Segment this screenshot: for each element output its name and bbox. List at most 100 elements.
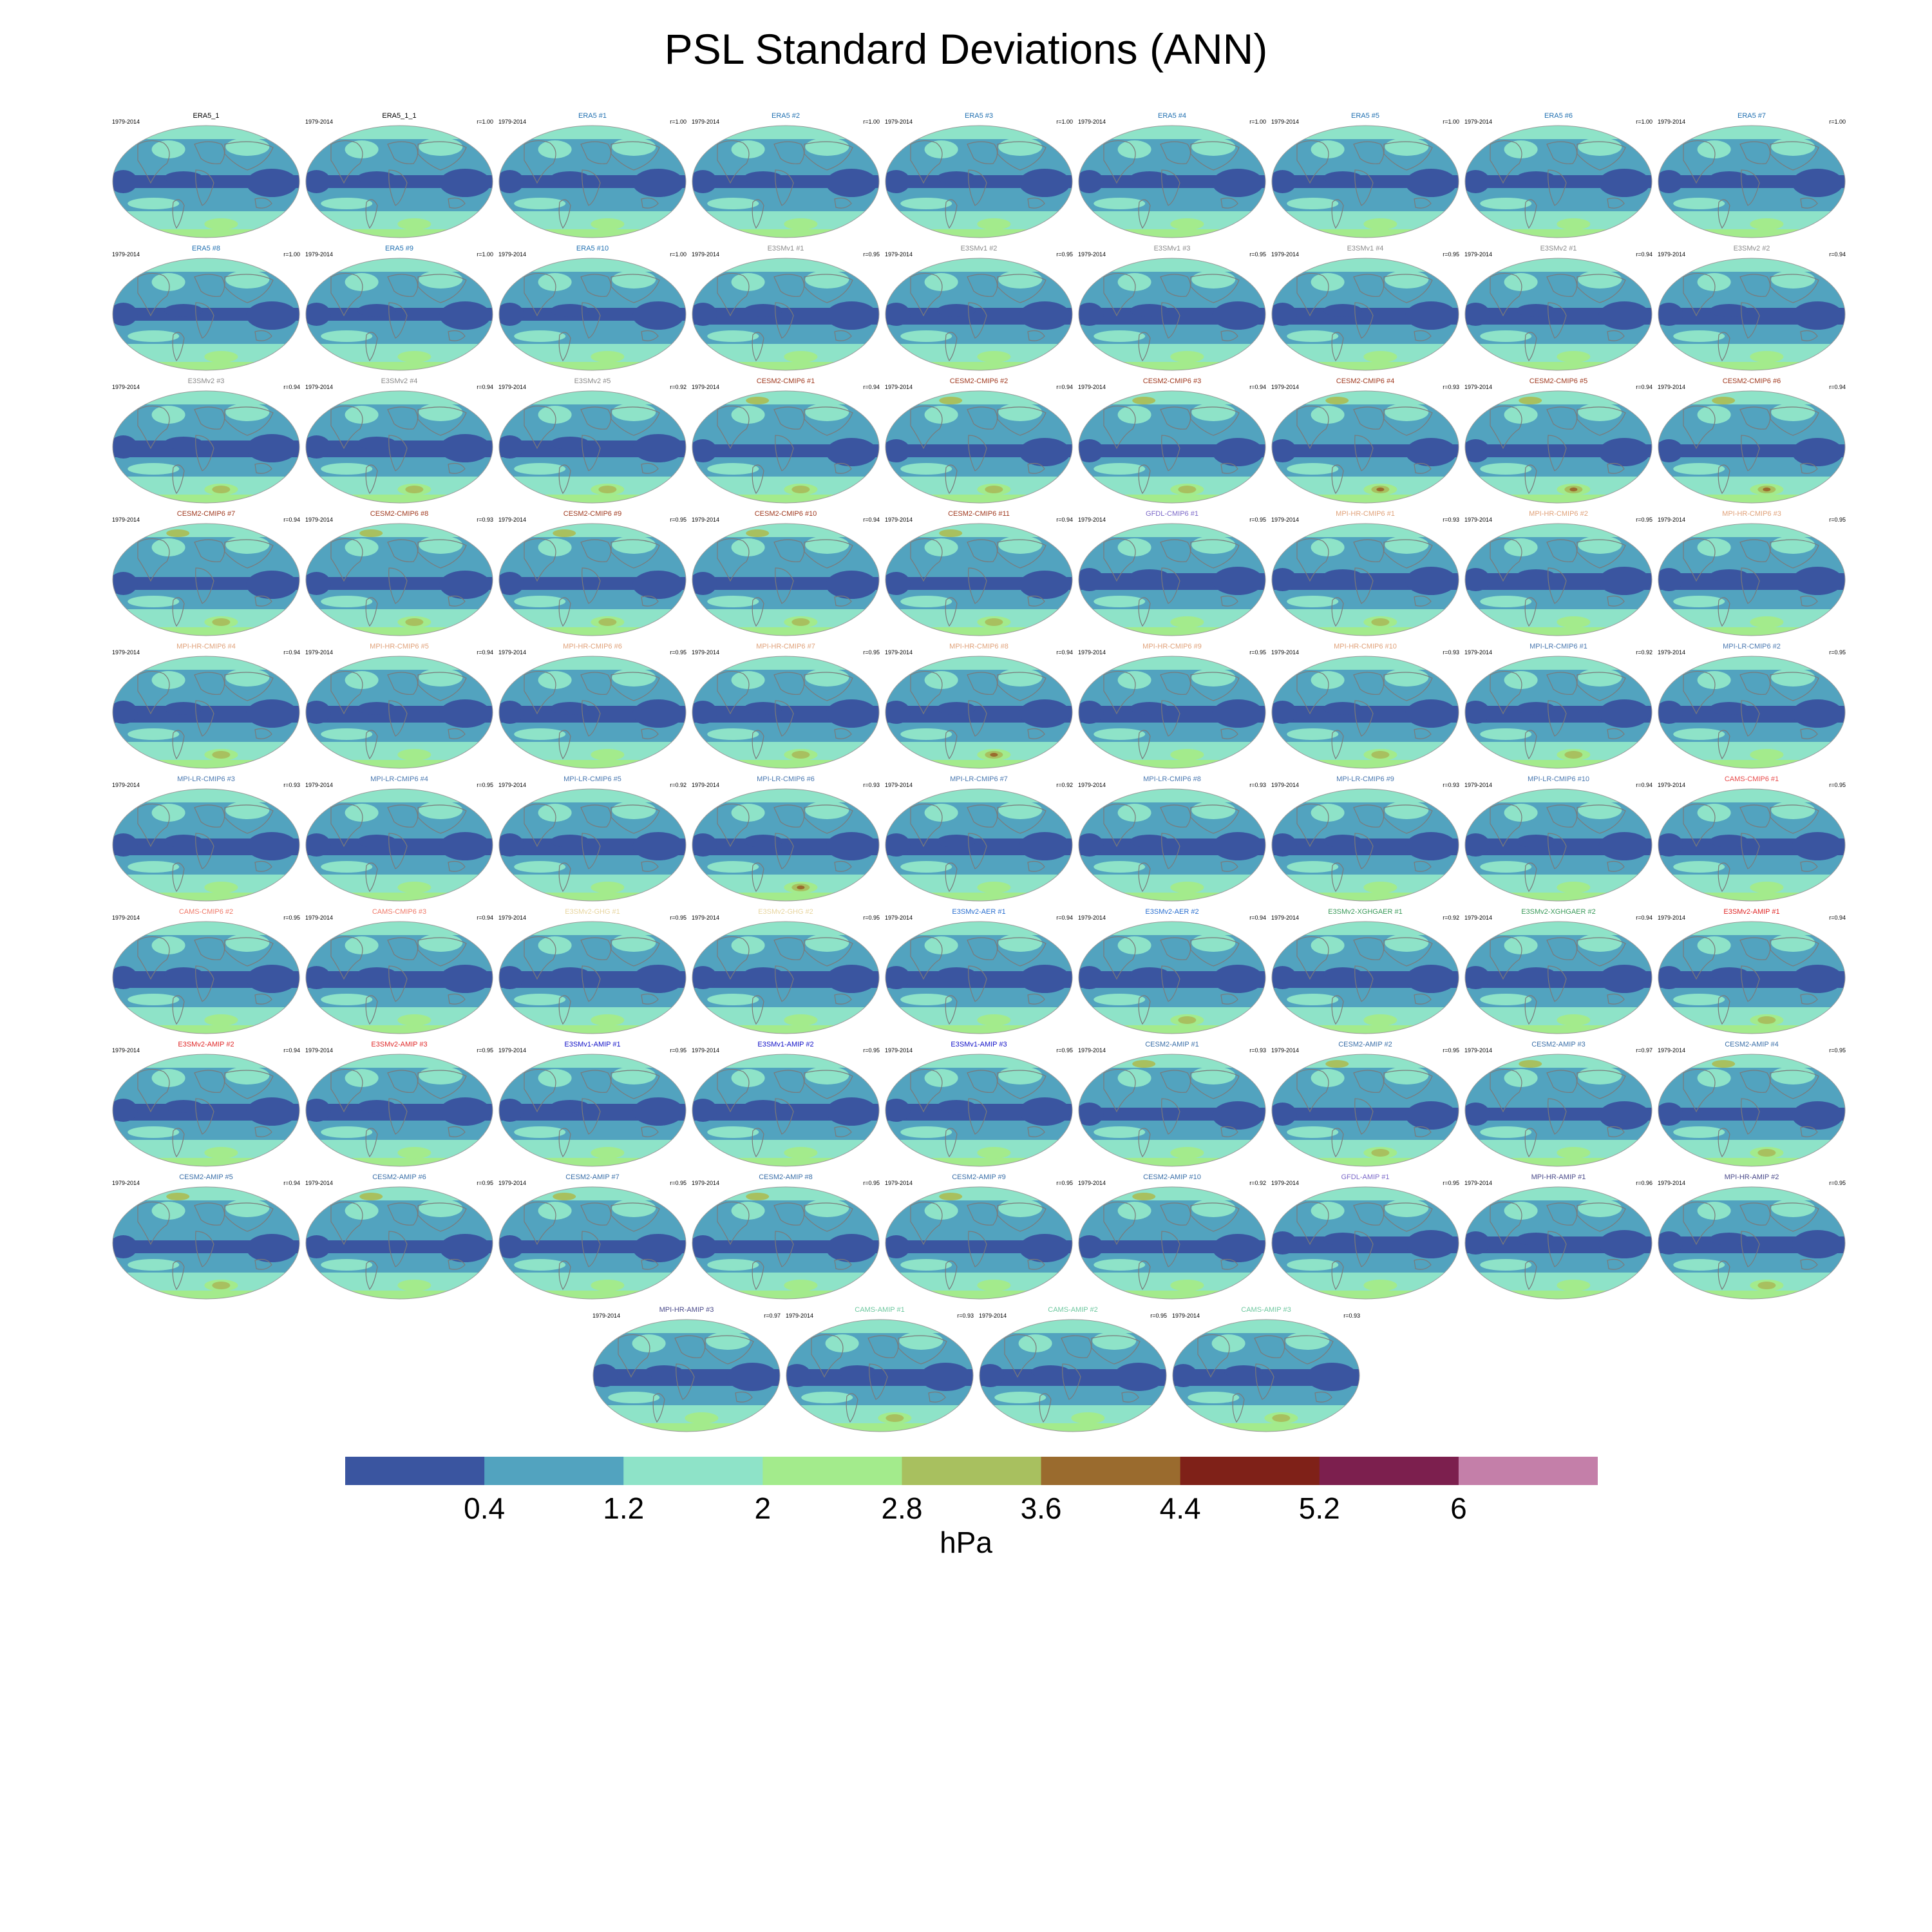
indian-ocean-low [1130, 835, 1169, 848]
southern-maximum-core [791, 618, 810, 626]
coastline [1220, 728, 1238, 739]
coastline [194, 672, 225, 695]
coastline [1383, 141, 1433, 171]
panel-period: 1979-2014 [1271, 384, 1300, 390]
southern-maximum [591, 882, 625, 893]
north-pacific-storm-track [1771, 801, 1815, 819]
indian-ocean-low [164, 171, 203, 184]
north-pacific-storm-track [1578, 668, 1622, 687]
northern-band [306, 1187, 493, 1200]
coastline [254, 860, 272, 872]
north-pacific-storm-track [225, 138, 270, 156]
panel-title: GFDL-CMIP6 #1 [1146, 510, 1198, 518]
panel-pattern-correlation: r=1.00 [670, 251, 687, 258]
map-outline [1464, 1186, 1653, 1300]
panel-period: 1979-2014 [1658, 1047, 1686, 1054]
panel-period: 1979-2014 [305, 914, 334, 921]
northern-band [1079, 524, 1265, 537]
southern-storm-track [1480, 1126, 1532, 1138]
coastline [846, 1393, 858, 1423]
map-outline [1658, 258, 1846, 371]
map-outline [1658, 125, 1846, 238]
southern-maximum [1363, 1280, 1397, 1291]
coastline [834, 728, 852, 739]
coastline [1160, 804, 1191, 828]
southern-maximum [397, 749, 431, 761]
map-outline [885, 1186, 1073, 1300]
coastline [387, 274, 419, 297]
southern-storm-track [900, 198, 952, 209]
panel-title: E3SMv2 #5 [574, 377, 611, 385]
southern-storm-track [321, 463, 373, 475]
psl-stddev-map [498, 1186, 687, 1300]
coastline [1190, 539, 1240, 569]
panel-period: 1979-2014 [498, 1180, 527, 1186]
panel-period: 1979-2014 [885, 782, 913, 788]
psl-stddev-map [692, 523, 880, 636]
indian-ocean-low [1030, 1365, 1070, 1378]
coastline [1741, 700, 1760, 737]
polar-band [499, 1158, 686, 1166]
panel-title: CAMS-AMIP #3 [1241, 1306, 1291, 1314]
southern-maximum [1170, 351, 1204, 363]
indian-ocean-low [743, 171, 782, 184]
coastline [195, 169, 214, 206]
polar-band [306, 495, 493, 503]
southern-maximum [1170, 218, 1204, 230]
panel-pattern-correlation: r=0.95 [1249, 251, 1266, 258]
polar-band [1465, 1158, 1652, 1166]
map-panel: MPI-HR-AMIP #2 1979-2014 r=0.95 [1655, 1173, 1848, 1302]
panel-pattern-correlation: r=0.94 [1056, 914, 1073, 921]
panel-period: 1979-2014 [1078, 1047, 1106, 1054]
tropical-pacific-low [246, 1234, 298, 1262]
southern-storm-track [1480, 330, 1532, 342]
map-outline [885, 390, 1073, 504]
map-outline [1078, 390, 1266, 504]
coastline [580, 672, 612, 695]
coastline [967, 274, 998, 297]
northern-band [499, 524, 686, 537]
coastline [1770, 804, 1819, 834]
coastline [641, 595, 659, 607]
northern-band [1173, 1320, 1359, 1333]
map-outline [1078, 523, 1266, 636]
coastline [752, 1260, 764, 1291]
southern-maximum [977, 218, 1011, 230]
coastline [611, 1070, 660, 1099]
coastline [1161, 435, 1180, 471]
north-pacific-storm-track [419, 1066, 463, 1084]
southern-storm-track [707, 1126, 759, 1138]
coastline [137, 538, 170, 582]
coastline [1383, 672, 1433, 701]
tropical-atlantic-low [692, 303, 717, 326]
polar-band [1465, 1025, 1652, 1034]
coastline [1027, 993, 1045, 1005]
northern-band [499, 258, 686, 272]
map-panel: MPI-HR-AMIP #3 1979-2014 r=0.97 [590, 1306, 783, 1435]
northern-band [1465, 1054, 1652, 1068]
coastline [1190, 672, 1240, 701]
coastline [804, 1070, 853, 1099]
map-panel: MPI-LR-CMIP6 #6 1979-2014 r=0.93 [689, 775, 882, 904]
coastline [1232, 1393, 1245, 1423]
coastline [775, 567, 794, 604]
panel-title: CESM2-AMIP #10 [1143, 1173, 1201, 1181]
north-pacific-storm-track [1771, 270, 1815, 289]
psl-stddev-map [692, 1054, 880, 1167]
coastline [448, 728, 466, 739]
northern-band [886, 656, 1072, 670]
map-panel: CAMS-CMIP6 #3 1979-2014 r=0.94 [303, 908, 496, 1037]
polar-band [1658, 1025, 1845, 1034]
coastline [1577, 804, 1626, 834]
coastline [1161, 302, 1180, 339]
coastline [1548, 435, 1567, 471]
tropical-pacific-low [1405, 1101, 1457, 1130]
map-outline [1271, 125, 1459, 238]
arctic-maximum [939, 529, 963, 537]
coastline [387, 1202, 419, 1226]
coastline [775, 1231, 794, 1267]
coastline [137, 405, 170, 450]
southern-storm-track [994, 1392, 1046, 1403]
coastline [580, 539, 612, 562]
coastline [194, 937, 225, 960]
